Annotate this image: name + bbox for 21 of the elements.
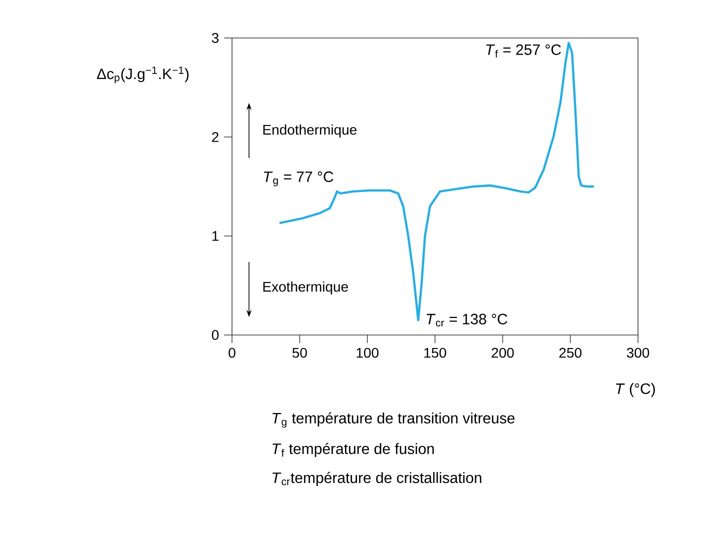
y-tick-label: 2	[212, 132, 218, 142]
x-tick-label: 150	[424, 348, 446, 358]
x-tick-label: 50	[292, 348, 307, 358]
y-axis-title: Δc$_{p}$(J.g$^{−1}$.K$^{−1}$)	[96, 66, 189, 84]
y-tick-label: 1	[212, 231, 218, 241]
x-tick-label: 300	[626, 348, 650, 358]
x-tick-label: 100	[356, 348, 378, 358]
text: T$_{cr}$température de cristallisation	[272, 472, 482, 486]
annotation: T$_{f}$ = 257 °C	[486, 44, 561, 58]
text: T$_{g}$ température de transition vitreuse	[272, 412, 514, 428]
text: T$_{f}$ température de fusion	[272, 442, 434, 458]
annotation: Exothermique	[263, 281, 348, 295]
y-tick-label: 0	[212, 330, 219, 340]
y-tick-label: 3	[212, 33, 219, 43]
x-tick-label: 200	[492, 348, 514, 358]
annotation: T$_{cr}$ = 138 °C	[426, 314, 508, 327]
x-tick-label: 250	[559, 348, 582, 358]
annotation: Endothermique	[263, 124, 357, 138]
x-axis-title: T (°C)	[616, 382, 655, 397]
annotation: T$_{g}$ = 77 °C	[264, 171, 334, 186]
x-tick-label: 0	[228, 348, 236, 358]
